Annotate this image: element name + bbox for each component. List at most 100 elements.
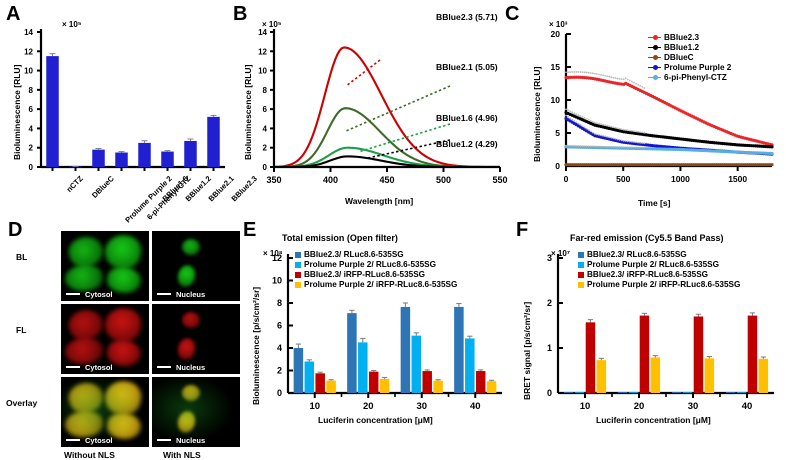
panel-a-plot: 14 12 10 8 6 4 2 0 xyxy=(24,28,225,172)
svg-text:12: 12 xyxy=(24,47,33,56)
panel-c-legend-item-2: DBlueC xyxy=(648,53,731,62)
svg-text:20: 20 xyxy=(634,401,645,412)
panel-b-annotation-0: BBlue2.3 (5.71) xyxy=(436,12,498,22)
e-legend-item-1: Prolume Purple 2/ RLuc8.6-535SG xyxy=(295,260,457,269)
svg-text:350: 350 xyxy=(266,175,281,185)
scale-bar xyxy=(66,439,80,441)
legend-color-swatch-icon xyxy=(295,251,301,258)
panel-b: 14 12 10 8 6 4 2 0 350 400 450 500 550 xyxy=(228,0,508,215)
f-legend-item-3: Prolume Purple 2/ iRFP-RLuc8.6-535SG xyxy=(578,280,740,289)
svg-text:12: 12 xyxy=(258,47,267,56)
panel-d-label: D xyxy=(8,219,23,241)
svg-text:40: 40 xyxy=(742,401,753,412)
f-legend-item-0: BBlue2.3/ RLuc8.6-535SG xyxy=(578,250,740,259)
panel-b-plot: 14 12 10 8 6 4 2 0 350 400 450 500 550 xyxy=(258,28,507,185)
panel-e-label: E xyxy=(243,219,257,241)
svg-text:0: 0 xyxy=(263,163,268,172)
panel-c: 20 15 10 5 0 0 500 1000 1500 xyxy=(500,0,786,215)
scale-bar xyxy=(157,439,171,441)
panel-f-legend: BBlue2.3/ RLuc8.6-535SG Prolume Purple 2/… xyxy=(578,250,740,290)
legend-marker-icon xyxy=(648,54,661,61)
panel-d-image-overlay-with-nls: Nucleus xyxy=(151,376,241,448)
panel-d-column-label-0: Without NLS xyxy=(64,450,115,460)
legend-marker-icon xyxy=(648,64,661,71)
svg-text:8: 8 xyxy=(277,298,282,308)
svg-text:4: 4 xyxy=(277,343,282,353)
svg-text:10: 10 xyxy=(24,67,33,76)
legend-color-swatch-icon xyxy=(578,281,584,288)
legend-color-swatch-icon xyxy=(578,261,584,268)
legend-marker-icon xyxy=(648,44,661,51)
panel-d-cell-label: Cytosol xyxy=(85,363,113,372)
e-legend-label-3: Prolume Purple 2/ iRFP-RLuc8.6-535SG xyxy=(304,280,458,289)
panel-c-legend-item-3: Prolume Purple 2 xyxy=(648,63,731,72)
panel-f-title: Far-red emission (Cy5.5 Band Pass) xyxy=(570,233,724,243)
panel-f-xlabel: Luciferin concentration [μM] xyxy=(596,415,711,425)
svg-text:2: 2 xyxy=(263,144,268,153)
scale-bar xyxy=(157,293,171,295)
svg-text:550: 550 xyxy=(492,175,507,185)
cell-blob xyxy=(182,312,200,328)
svg-text:40: 40 xyxy=(470,401,481,412)
panel-f: 3 2 1 0 10 20 30 40 xyxy=(510,215,786,428)
panel-d-cell-label: Nucleus xyxy=(176,436,206,445)
panel-c-exponent: × 10³ xyxy=(549,20,568,29)
svg-text:10: 10 xyxy=(272,276,282,286)
e-legend-item-0: BBlue2.3/ RLuc8.6-535SG xyxy=(295,250,457,259)
panel-d-cell-label: Nucleus xyxy=(176,363,206,372)
svg-text:450: 450 xyxy=(379,175,394,185)
e-legend-item-3: Prolume Purple 2/ iRFP-RLuc8.6-535SG xyxy=(295,280,457,289)
panel-b-xlabel: Wavelength [nm] xyxy=(345,196,414,206)
svg-text:6: 6 xyxy=(29,105,34,114)
f-legend-item-2: BBlue2.3/ iRFP-RLuc8.6-535SG xyxy=(578,270,740,279)
panel-d-image-overlay-without-nls: Cytosol xyxy=(60,376,150,448)
f-legend-label-2: BBlue2.3/ iRFP-RLuc8.6-535SG xyxy=(587,270,709,279)
svg-text:20: 20 xyxy=(551,29,561,39)
panel-c-legend-label-0: BBlue2.3 xyxy=(664,33,700,42)
svg-text:10: 10 xyxy=(309,401,320,412)
panel-d-row-label-overlay: Overlay xyxy=(6,398,38,408)
svg-text:0: 0 xyxy=(547,388,552,398)
panel-d-image-bl-with-nls: Nucleus xyxy=(151,230,241,302)
svg-text:5: 5 xyxy=(555,128,560,138)
panel-c-legend-item-4: 6-pi-Phenyl-CTZ xyxy=(648,73,731,82)
svg-text:15: 15 xyxy=(551,62,561,72)
f-legend-label-0: BBlue2.3/ RLuc8.6-535SG xyxy=(587,250,687,259)
legend-marker-icon xyxy=(648,34,661,41)
panel-c-legend: BBlue2.3 BBlue1.2 DBlueC Prolume Purple 2 6-… xyxy=(648,33,731,83)
panel-e-title: Total emission (Open filter) xyxy=(282,233,398,243)
panel-c-label: C xyxy=(505,3,520,25)
panel-d-image-fl-with-nls: Nucleus xyxy=(151,303,241,375)
panel-d-row-label-fl: FL xyxy=(16,325,27,335)
svg-text:30: 30 xyxy=(688,401,699,412)
panel-d-cell-label: Cytosol xyxy=(85,290,113,299)
f-legend-label-1: Prolume Purple 2/ RLuc8.6-535SG xyxy=(587,260,719,269)
svg-text:8: 8 xyxy=(29,86,34,95)
legend-color-swatch-icon xyxy=(578,271,584,278)
panel-d-image-fl-without-nls: Cytosol xyxy=(60,303,150,375)
svg-text:10: 10 xyxy=(551,95,561,105)
svg-text:2: 2 xyxy=(547,298,552,308)
svg-text:0: 0 xyxy=(564,174,569,184)
svg-text:1: 1 xyxy=(547,343,552,353)
svg-text:12: 12 xyxy=(272,253,282,263)
cell-blob xyxy=(63,262,105,294)
e-legend-label-0: BBlue2.3/ RLuc8.6-535SG xyxy=(304,250,404,259)
svg-text:10: 10 xyxy=(580,401,591,412)
panel-d-row-label-bl: BL xyxy=(16,252,28,262)
cell-blob xyxy=(63,335,105,367)
panel-c-legend-label-2: DBlueC xyxy=(664,53,694,62)
panel-b-annotation-3: BBlue1.2 (4.29) xyxy=(436,139,498,149)
svg-text:0: 0 xyxy=(29,163,34,172)
svg-text:6: 6 xyxy=(263,105,268,114)
svg-text:14: 14 xyxy=(24,28,33,37)
svg-text:400: 400 xyxy=(323,175,338,185)
panel-a-exponent: × 10⁵ xyxy=(62,20,82,29)
svg-text:2: 2 xyxy=(277,366,282,376)
svg-text:2: 2 xyxy=(29,144,34,153)
svg-text:500: 500 xyxy=(436,175,451,185)
panel-c-legend-item-0: BBlue2.3 xyxy=(648,33,731,42)
figure-root: A × 10⁵ Bioluminescence [RLU] 14 12 10 8 6 4 2… xyxy=(6,0,786,460)
cell-blob xyxy=(175,263,198,289)
svg-text:14: 14 xyxy=(258,28,267,37)
